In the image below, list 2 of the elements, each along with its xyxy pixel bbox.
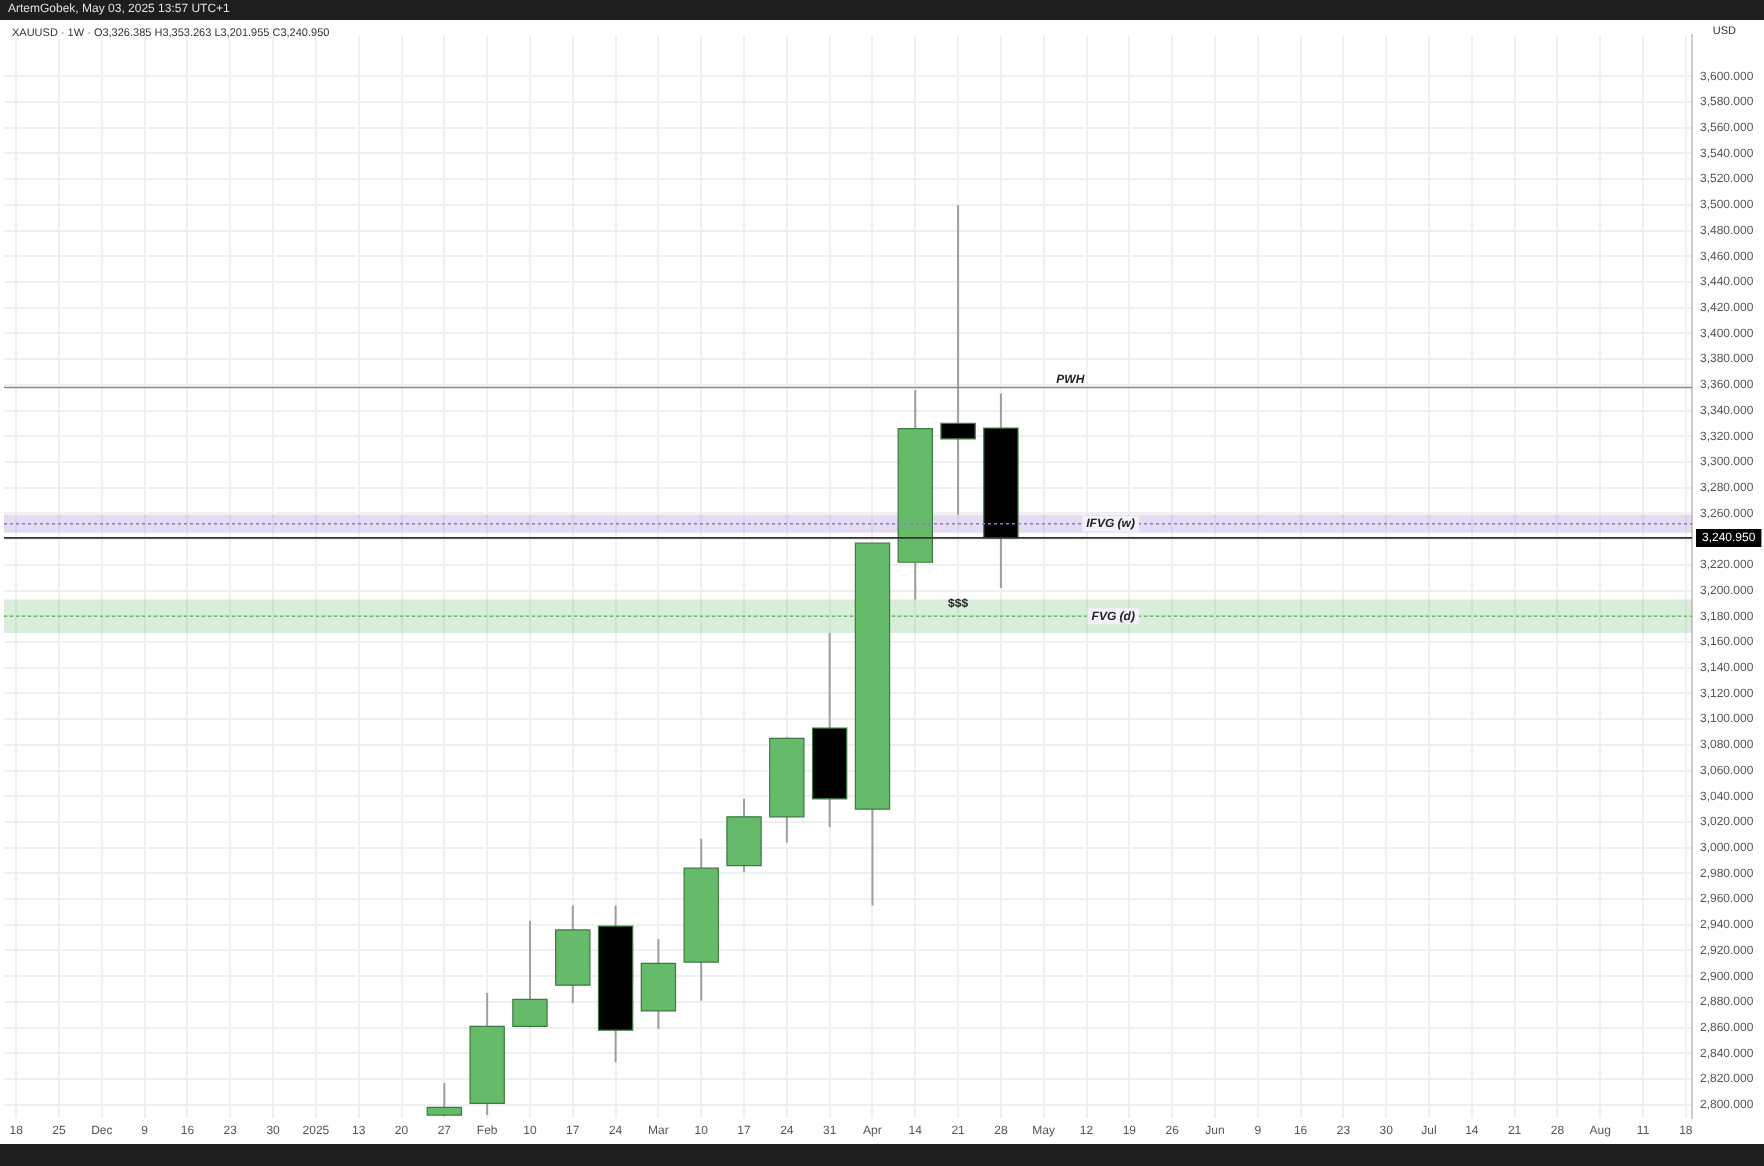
candlestick — [512, 919, 548, 1029]
candlestick — [640, 937, 677, 1030]
